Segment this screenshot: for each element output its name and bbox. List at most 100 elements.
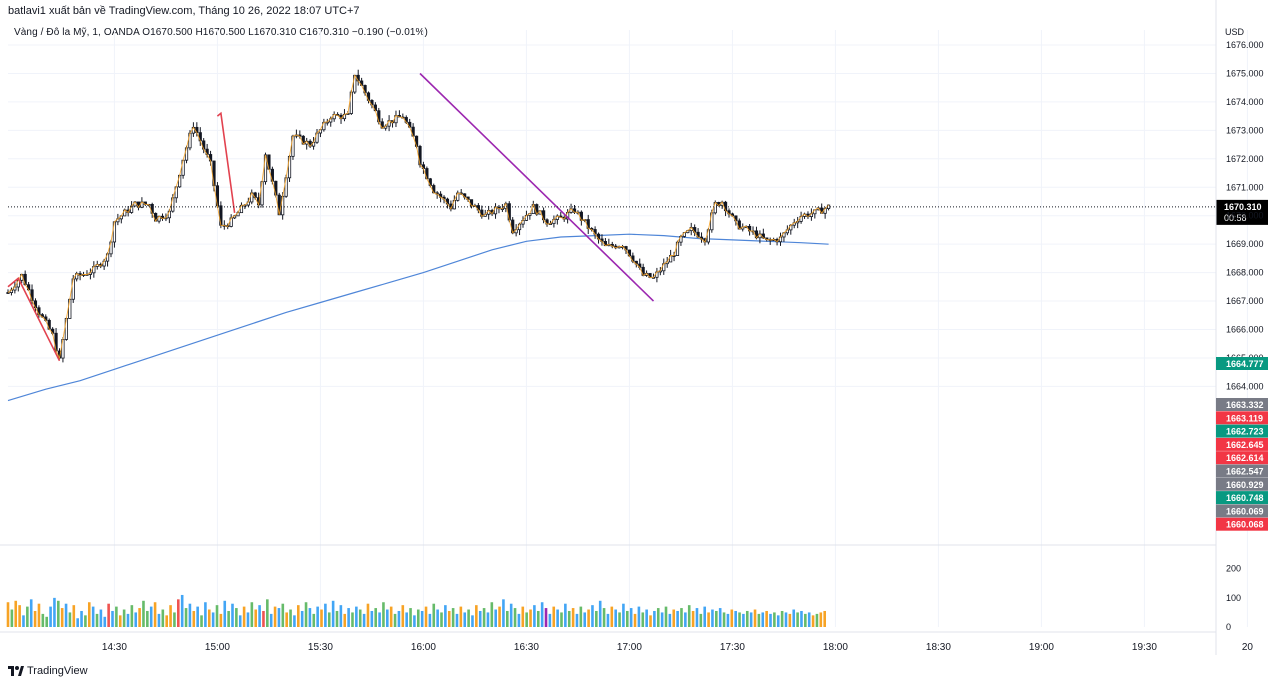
volume-bars bbox=[7, 595, 826, 627]
volume-bar bbox=[727, 614, 730, 627]
volume-bar bbox=[572, 608, 575, 627]
time-tick-label: 14:30 bbox=[102, 642, 127, 653]
volume-bar bbox=[138, 608, 141, 627]
volume-bar bbox=[76, 618, 79, 627]
volume-bar bbox=[328, 612, 331, 627]
volume-bar bbox=[529, 610, 532, 627]
volume-bar bbox=[26, 607, 29, 627]
volume-bar bbox=[731, 610, 734, 627]
volume-bar bbox=[351, 612, 354, 627]
volume-bar bbox=[61, 608, 64, 627]
volume-bar bbox=[142, 601, 145, 627]
volume-bar bbox=[820, 612, 823, 627]
volume-bar bbox=[812, 615, 815, 627]
volume-bar bbox=[429, 614, 432, 627]
volume-bar bbox=[332, 601, 335, 627]
volume-bar bbox=[711, 610, 714, 627]
volume-bar bbox=[611, 607, 614, 627]
volume-bar bbox=[115, 607, 118, 627]
price-tick-label: 1675.000 bbox=[1226, 68, 1264, 78]
volume-bar bbox=[665, 607, 668, 627]
volume-bar bbox=[618, 612, 621, 627]
volume-bar bbox=[293, 615, 296, 627]
volume-bar bbox=[243, 607, 246, 627]
time-tick-label: 17:30 bbox=[720, 642, 745, 653]
volume-bar bbox=[196, 607, 199, 627]
volume-bar bbox=[247, 612, 250, 627]
volume-bar bbox=[502, 599, 505, 627]
volume-bar bbox=[676, 611, 679, 627]
price-tick-label: 1672.000 bbox=[1226, 154, 1264, 164]
chart-axes: USD1676.0001675.0001674.0001673.0001672.… bbox=[0, 0, 1264, 655]
price-tick-label: 1664.000 bbox=[1226, 381, 1264, 391]
volume-bar bbox=[173, 612, 176, 627]
volume-bar bbox=[723, 612, 726, 627]
volume-bar bbox=[603, 608, 606, 627]
volume-bar bbox=[425, 607, 428, 627]
volume-bar bbox=[506, 611, 509, 627]
volume-bar bbox=[254, 610, 257, 627]
price-badge-label: 1663.332 bbox=[1226, 400, 1264, 410]
volume-bar bbox=[119, 615, 122, 627]
price-tick-label: 1674.000 bbox=[1226, 97, 1264, 107]
volume-bar bbox=[343, 614, 346, 627]
volume-bar bbox=[301, 611, 304, 627]
volume-bar bbox=[630, 608, 633, 627]
volume-bar bbox=[134, 612, 137, 627]
volume-bar bbox=[432, 604, 435, 627]
volume-bar bbox=[800, 611, 803, 627]
volume-bar bbox=[316, 607, 319, 627]
volume-bar bbox=[781, 611, 784, 627]
volume-bar bbox=[340, 605, 343, 627]
volume-bar bbox=[282, 604, 285, 627]
volume-bar bbox=[386, 610, 389, 627]
time-tick-label: 15:00 bbox=[205, 642, 230, 653]
volume-bar bbox=[669, 614, 672, 627]
volume-bar bbox=[440, 612, 443, 627]
price-tick-label: 1667.000 bbox=[1226, 296, 1264, 306]
volume-bar bbox=[320, 610, 323, 627]
volume-bar bbox=[107, 604, 110, 627]
tradingview-logo[interactable]: TradingView bbox=[8, 665, 88, 677]
volume-bar bbox=[595, 611, 598, 627]
volume-bar bbox=[73, 605, 76, 627]
volume-bar bbox=[684, 612, 687, 627]
volume-bar bbox=[359, 610, 362, 627]
volume-bar bbox=[347, 608, 350, 627]
volume-bar bbox=[556, 610, 559, 627]
volume-bar bbox=[84, 615, 87, 627]
price-badge-label: 1663.119 bbox=[1226, 413, 1263, 423]
volume-bar bbox=[479, 611, 482, 627]
volume-bar bbox=[30, 599, 33, 627]
time-tick-label: 15:30 bbox=[308, 642, 333, 653]
volume-bar bbox=[378, 612, 381, 627]
volume-bar bbox=[405, 612, 408, 627]
volume-bar bbox=[475, 605, 478, 627]
volume-bar bbox=[823, 611, 826, 627]
volume-bar bbox=[576, 614, 579, 627]
volume-bar bbox=[746, 611, 749, 627]
volume-bar bbox=[707, 612, 710, 627]
price-tick-label: 1668.000 bbox=[1226, 268, 1264, 278]
volume-bar bbox=[336, 611, 339, 627]
volume-bar bbox=[266, 599, 269, 627]
volume-bar bbox=[181, 595, 184, 627]
price-badge-label: 1662.723 bbox=[1226, 427, 1264, 437]
volume-bar bbox=[785, 612, 788, 627]
volume-bar bbox=[80, 611, 83, 627]
volume-bar bbox=[162, 610, 165, 627]
volume-bar bbox=[231, 604, 234, 627]
volume-bar bbox=[45, 617, 48, 627]
volume-bar bbox=[541, 602, 544, 627]
volume-bar bbox=[521, 607, 524, 627]
volume-bar bbox=[297, 605, 300, 627]
volume-bar bbox=[614, 610, 617, 627]
volume-bar bbox=[688, 605, 691, 627]
volume-bar bbox=[777, 615, 780, 627]
volume-bar bbox=[657, 608, 660, 627]
volume-bar bbox=[111, 611, 114, 627]
volume-bar bbox=[309, 608, 312, 627]
price-badge-label: 1662.547 bbox=[1226, 467, 1264, 477]
volume-bar bbox=[444, 605, 447, 627]
